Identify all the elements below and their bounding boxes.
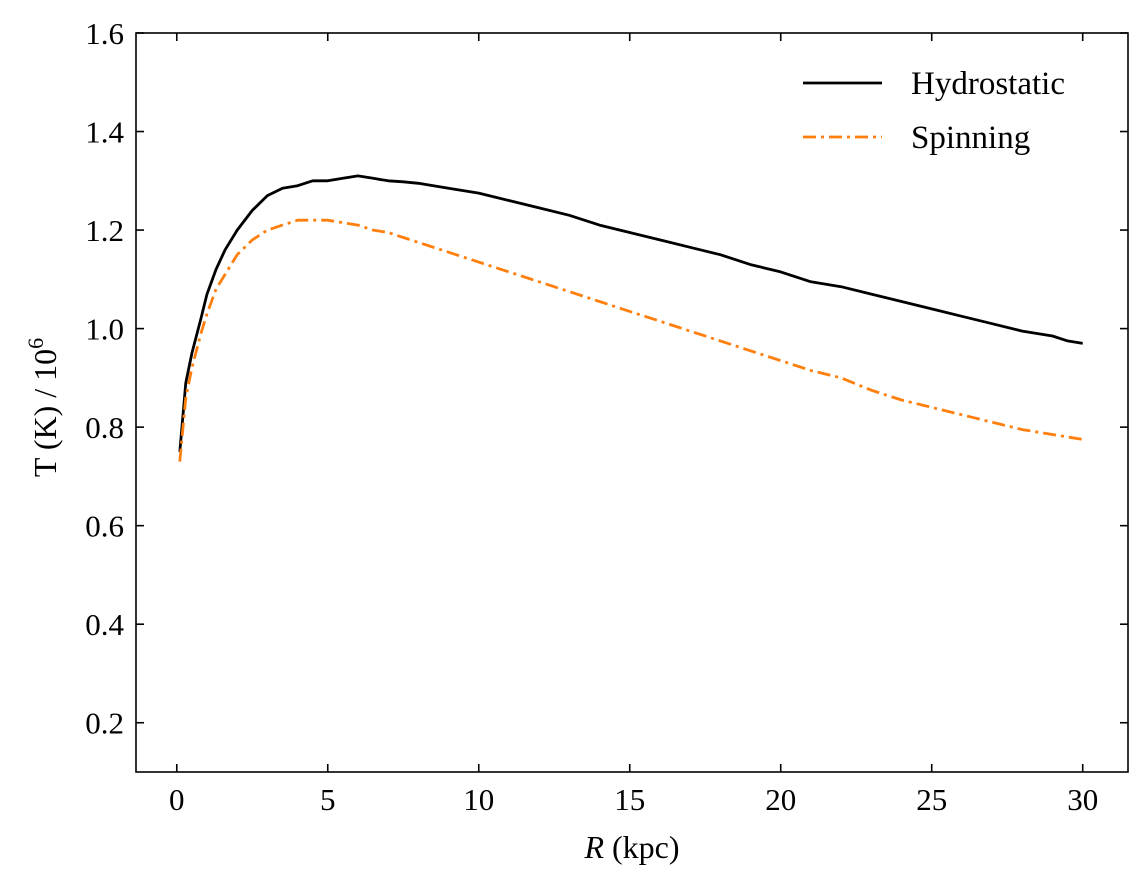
y-tick-label: 1.2 bbox=[85, 213, 124, 248]
x-axis-label-symbol: R bbox=[583, 829, 604, 865]
x-axis-label-unit: (kpc) bbox=[604, 829, 680, 865]
plot-lines bbox=[178, 174, 1083, 462]
x-tick-label: 10 bbox=[463, 782, 494, 817]
legend-label-spinning: Spinning bbox=[911, 120, 1030, 156]
legend-label-hydrostatic: Hydrostatic bbox=[911, 66, 1065, 102]
y-tick-label: 1.0 bbox=[85, 312, 124, 347]
x-tick-label: 0 bbox=[169, 782, 185, 817]
series-line-spinning bbox=[178, 218, 1083, 462]
y-axis-label-exponent: 6 bbox=[23, 338, 48, 349]
y-tick-label: 1.4 bbox=[85, 115, 124, 150]
x-tick-label: 25 bbox=[916, 782, 947, 817]
y-tick-label: 0.4 bbox=[85, 607, 124, 642]
x-tick-label: 30 bbox=[1067, 782, 1098, 817]
y-tick-label: 0.2 bbox=[85, 706, 124, 741]
axis-tick-labels: 0 5 10 15 20 25 30 0.2 0.4 0.6 0.8 1.0 1.2 1.4 1.6 bbox=[85, 16, 1098, 817]
legend: Hydrostatic Spinning bbox=[803, 66, 1065, 156]
plot-frame bbox=[135, 32, 1129, 773]
x-tick-label: 5 bbox=[320, 782, 336, 817]
x-axis-label: R (kpc) bbox=[583, 829, 679, 865]
x-tick-label: 15 bbox=[614, 782, 645, 817]
y-tick-label: 0.6 bbox=[85, 509, 124, 544]
y-tick-label: 0.8 bbox=[85, 410, 124, 445]
axis-ticks bbox=[136, 32, 1128, 772]
x-tick-label: 20 bbox=[765, 782, 796, 817]
y-axis-label: T (K) / 106 bbox=[23, 338, 63, 477]
y-tick-label: 1.6 bbox=[85, 16, 124, 51]
series-line-hydrostatic bbox=[178, 174, 1083, 452]
y-axis-label-main: T (K) / 10 bbox=[27, 349, 63, 477]
